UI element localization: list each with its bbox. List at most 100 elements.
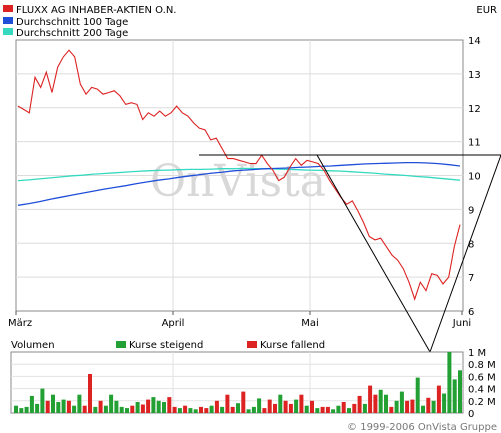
volume-bar [35, 403, 40, 413]
volume-bar [288, 403, 293, 413]
volume-bar [40, 388, 45, 413]
volume-bar [399, 391, 404, 413]
volume-bar [299, 394, 304, 413]
volume-bar [431, 400, 436, 413]
volume-bar [262, 408, 267, 413]
volume-bar [125, 408, 129, 413]
volume-bar [405, 400, 410, 413]
downtrend-line [316, 154, 431, 353]
volume-bar [246, 409, 251, 413]
volume-bar [119, 406, 124, 413]
volume-bar [56, 402, 61, 413]
copyright: © 1999-2006 OnVista Gruppe [347, 422, 497, 433]
volume-legend: Volumen Kurse steigend Kurse fallend [11, 340, 325, 351]
volume-tick-label: 0.8 M [468, 360, 496, 371]
volume-bar [103, 405, 108, 413]
volume-bar [415, 377, 420, 413]
volume-bar [283, 400, 288, 413]
price-tick-label: 14 [468, 36, 481, 47]
price-tick-label: 13 [468, 70, 481, 81]
volume-bar [146, 399, 151, 413]
volume-bar [172, 406, 177, 413]
volume-bar [304, 405, 309, 413]
volume-bar [421, 405, 425, 413]
volume-bar [410, 399, 415, 413]
volume-bar [77, 394, 82, 413]
volume-bar [88, 374, 92, 413]
price-grid [16, 40, 463, 311]
volume-bar [278, 394, 283, 413]
price-tick-label: 11 [468, 138, 481, 149]
volume-bar [82, 405, 87, 413]
volume-tick-label: 0.4 M [468, 385, 496, 396]
volume-bar [378, 389, 383, 413]
price-tick-label: 8 [468, 239, 474, 250]
volume-bar [66, 400, 71, 413]
volume-bar [167, 397, 172, 413]
volume-bar [373, 394, 378, 413]
volume-bar [442, 393, 447, 413]
x-tick-label: Juni [452, 318, 471, 329]
x-tick-label: Mai [301, 318, 319, 329]
volume-bar [426, 397, 431, 414]
volume-tick-label: 0.6 M [468, 372, 496, 383]
volume-bar [267, 399, 272, 413]
volume-bar [24, 406, 29, 413]
volume-bar [452, 379, 457, 413]
price-lines [17, 49, 461, 301]
volume-bar [98, 400, 103, 413]
volume-bar [325, 406, 330, 413]
volume-bars [14, 352, 462, 414]
legend-swatch-price [3, 5, 13, 12]
legend: FLUXX AG INHABER-AKTIEN O.N. Durchschnit… [3, 5, 497, 39]
volume-bar [193, 409, 198, 413]
volume-bar [72, 405, 77, 413]
legend-label-up: Kurse steigend [129, 340, 203, 351]
volume-bar [114, 400, 119, 413]
volume-bar [347, 408, 351, 413]
volume-bar [61, 399, 66, 413]
volume-bar [341, 402, 346, 413]
volume-tick-label: 1 M [468, 348, 486, 359]
ma200-line [17, 167, 461, 182]
volume-bar [220, 406, 225, 413]
volume-bar [29, 395, 34, 413]
volume-bar [51, 394, 55, 413]
volume-bar [336, 405, 341, 413]
volume-bar [225, 394, 230, 413]
volume-bar [294, 399, 299, 413]
volume-bar [352, 403, 357, 413]
volume-bar [109, 394, 114, 413]
watermark: OnVista [150, 156, 326, 207]
x-tick-label: März [8, 318, 32, 329]
volume-bar [130, 405, 135, 413]
legend-swatch-down [247, 341, 257, 348]
legend-swatch-ma100 [3, 17, 13, 24]
volume-bar [93, 406, 98, 413]
volume-bar [140, 404, 145, 413]
volume-bar [199, 406, 203, 413]
volume-bar [135, 402, 140, 413]
volume-bar [19, 408, 24, 413]
volume-bar [236, 403, 240, 413]
price-tick-label: 10 [468, 172, 481, 183]
legend-swatch-up [116, 341, 126, 348]
volume-bar [315, 408, 320, 413]
volume-bar [310, 400, 314, 413]
volume-bar [357, 395, 362, 413]
volume-bar [156, 400, 161, 413]
legend-label-ma100: Durchschnitt 100 Tage [16, 17, 128, 28]
volume-bar [458, 370, 462, 413]
x-axis: März April Mai Juni [8, 311, 471, 329]
volume-bar [447, 352, 452, 413]
legend-label-ma200: Durchschnitt 200 Tage [16, 28, 128, 39]
volume-bar [394, 400, 399, 413]
volume-bar [257, 398, 262, 413]
volume-bar [241, 391, 246, 413]
price-tick-label: 9 [468, 205, 474, 216]
volume-label: Volumen [11, 340, 55, 351]
volume-bar [183, 405, 188, 413]
volume-bar [251, 406, 256, 413]
price-line [17, 49, 461, 301]
